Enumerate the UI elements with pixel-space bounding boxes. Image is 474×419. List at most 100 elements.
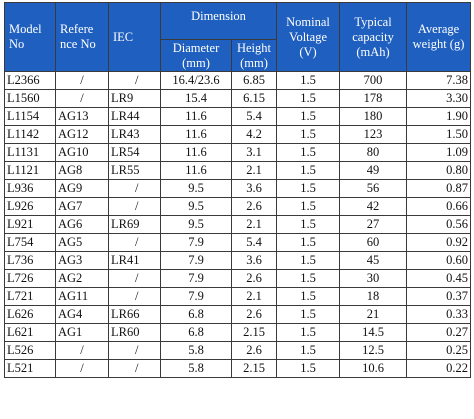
- cell-diameter: 11.6: [160, 161, 232, 180]
- cell-height: 2.15: [230, 323, 278, 342]
- cell-iec: /: [108, 179, 161, 198]
- header-average-weight: Average weight (g): [406, 2, 472, 72]
- cell-reference-no: /: [55, 341, 109, 360]
- cell-typical-capacity: 56: [339, 179, 408, 198]
- cell-iec: LR9: [108, 89, 161, 108]
- cell-diameter: 7.9: [160, 233, 232, 252]
- table-row: L1131 AG10 LR54 11.6 3.1 1.5 80 1.09: [4, 143, 472, 162]
- cell-nominal-voltage: 1.5: [276, 287, 341, 306]
- cell-model-no: L621: [4, 323, 56, 342]
- cell-diameter: 7.9: [160, 287, 232, 306]
- cell-height: 4.2: [230, 125, 278, 144]
- cell-iec: /: [108, 71, 161, 90]
- cell-nominal-voltage: 1.5: [276, 107, 341, 126]
- table-row: L526//5.8 2.6 1.5 12.5 0.25: [4, 341, 472, 360]
- cell-typical-capacity: 60: [339, 233, 408, 252]
- cell-reference-no: AG11: [55, 287, 109, 306]
- cell-iec: /: [108, 233, 161, 252]
- table-row: L736 AG3 LR41 7.9 3.6 1.5 45 0.60: [4, 251, 472, 270]
- table-row: L626 AG4 LR66 6.8 2.6 1.5 21 0.33: [4, 305, 472, 324]
- table-row: L1154 AG13 LR44 11.6 5.4 1.5 180 1.90: [4, 107, 472, 126]
- cell-height: 6.15: [230, 89, 278, 108]
- cell-reference-no: AG2: [55, 269, 109, 288]
- table-row: L721 AG11/7.9 2.1 1.5 18 0.37: [4, 287, 472, 306]
- table-row: L1560/LR9 15.4 6.15 1.5 178 3.30: [4, 89, 472, 108]
- cell-nominal-voltage: 1.5: [276, 161, 341, 180]
- cell-iec: LR43: [108, 125, 161, 144]
- header-diameter: Diameter (mm): [160, 39, 232, 72]
- cell-typical-capacity: 12.5: [339, 341, 408, 360]
- cell-nominal-voltage: 1.5: [276, 359, 341, 378]
- cell-iec: LR41: [108, 251, 161, 270]
- cell-height: 2.15: [230, 359, 278, 378]
- cell-nominal-voltage: 1.5: [276, 125, 341, 144]
- cell-reference-no: /: [55, 359, 109, 378]
- cell-nominal-voltage: 1.5: [276, 305, 341, 324]
- table-row: L621 AG1 LR60 6.8 2.15 1.5 14.5 0.27: [4, 323, 472, 342]
- cell-reference-no: AG1: [55, 323, 109, 342]
- table-row: L2366//16.4/23.6 6.85 1.5 700 7.38: [4, 71, 472, 90]
- cell-reference-no: AG4: [55, 305, 109, 324]
- cell-model-no: L1142: [4, 125, 56, 144]
- table-row: L521//5.8 2.15 1.5 10.6 0.22: [4, 359, 472, 378]
- cell-height: 2.6: [230, 305, 278, 324]
- cell-reference-no: AG8: [55, 161, 109, 180]
- cell-reference-no: AG5: [55, 233, 109, 252]
- cell-typical-capacity: 30: [339, 269, 408, 288]
- cell-nominal-voltage: 1.5: [276, 71, 341, 90]
- table-row: L726 AG2/7.9 2.6 1.5 30 0.45: [4, 269, 472, 288]
- cell-typical-capacity: 18: [339, 287, 408, 306]
- cell-iec: LR54: [108, 143, 161, 162]
- cell-average-weight: 0.80: [406, 161, 472, 180]
- cell-typical-capacity: 10.6: [339, 359, 408, 378]
- cell-nominal-voltage: 1.5: [276, 197, 341, 216]
- cell-height: 2.1: [230, 215, 278, 234]
- header-height: Height (mm): [230, 39, 278, 72]
- table-header: Model No Refere nce No IEC Dimension Nom…: [4, 2, 472, 72]
- cell-iec: LR55: [108, 161, 161, 180]
- cell-average-weight: 0.87: [406, 179, 472, 198]
- cell-diameter: 7.9: [160, 269, 232, 288]
- cell-model-no: L521: [4, 359, 56, 378]
- cell-typical-capacity: 178: [339, 89, 408, 108]
- cell-reference-no: AG3: [55, 251, 109, 270]
- header-typical-capacity: Typical capacity (mAh): [339, 2, 408, 72]
- header-dimension: Dimension: [159, 2, 278, 40]
- cell-model-no: L1154: [4, 107, 56, 126]
- cell-average-weight: 0.45: [406, 269, 472, 288]
- cell-average-weight: 0.25: [406, 341, 472, 360]
- cell-model-no: L1560: [4, 89, 56, 108]
- cell-diameter: 5.8: [160, 341, 232, 360]
- cell-reference-no: AG12: [55, 125, 109, 144]
- cell-typical-capacity: 45: [339, 251, 408, 270]
- cell-average-weight: 0.56: [406, 215, 472, 234]
- cell-iec: /: [108, 287, 161, 306]
- cell-average-weight: 7.38: [406, 71, 472, 90]
- cell-iec: /: [108, 341, 161, 360]
- cell-average-weight: 0.37: [406, 287, 472, 306]
- cell-nominal-voltage: 1.5: [276, 341, 341, 360]
- table-row: L936 AG9/9.5 3.6 1.5 56 0.87: [4, 179, 472, 198]
- cell-iec: /: [108, 197, 161, 216]
- cell-reference-no: AG10: [55, 143, 109, 162]
- cell-nominal-voltage: 1.5: [276, 179, 341, 198]
- cell-model-no: L2366: [4, 71, 56, 90]
- cell-typical-capacity: 80: [339, 143, 408, 162]
- cell-typical-capacity: 180: [339, 107, 408, 126]
- cell-model-no: L1131: [4, 143, 56, 162]
- cell-reference-no: AG9: [55, 179, 109, 198]
- cell-average-weight: 0.92: [406, 233, 472, 252]
- cell-average-weight: 0.22: [406, 359, 472, 378]
- header-reference-no: Refere nce No: [55, 2, 109, 72]
- cell-diameter: 11.6: [160, 143, 232, 162]
- cell-iec: /: [108, 269, 161, 288]
- cell-iec: LR44: [108, 107, 161, 126]
- cell-model-no: L736: [4, 251, 56, 270]
- cell-diameter: 16.4/23.6: [160, 71, 232, 90]
- cell-typical-capacity: 49: [339, 161, 408, 180]
- cell-height: 3.6: [230, 251, 278, 270]
- cell-diameter: 11.6: [160, 125, 232, 144]
- cell-reference-no: /: [55, 71, 109, 90]
- cell-height: 2.6: [230, 197, 278, 216]
- cell-height: 5.4: [230, 107, 278, 126]
